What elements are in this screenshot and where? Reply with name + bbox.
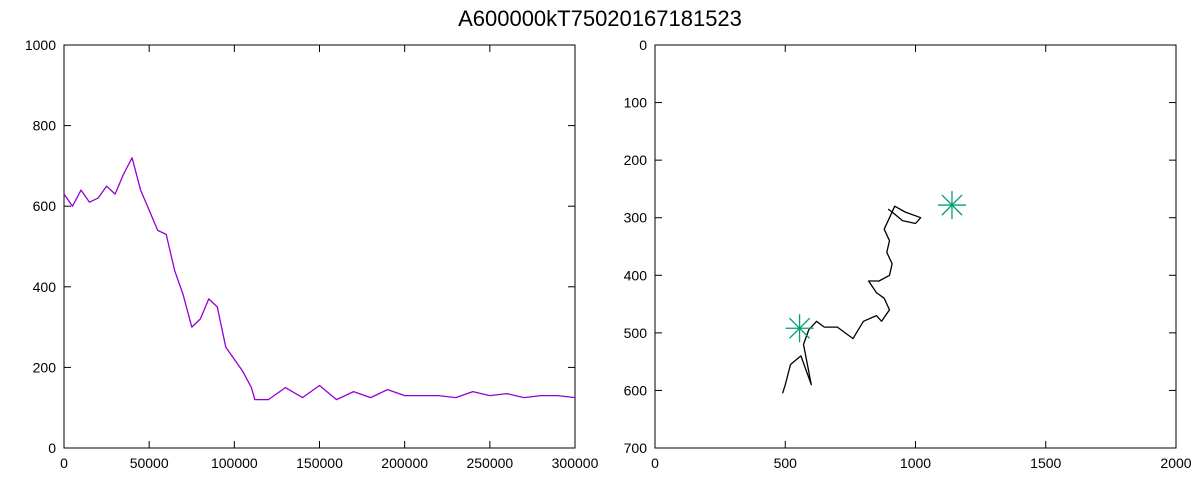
x-tick-label: 150000	[296, 455, 343, 471]
y-tick-label: 500	[624, 325, 648, 341]
plot-frame	[63, 44, 576, 449]
figure-title: A600000kT75020167181523	[458, 6, 742, 31]
x-tick-label: 0	[60, 455, 68, 471]
x-tick-label: 1500	[1030, 455, 1061, 471]
y-tick-label: 200	[33, 359, 57, 375]
series-line-0	[63, 157, 576, 401]
y-tick-label: 200	[624, 152, 648, 168]
x-tick-label: 50000	[130, 455, 169, 471]
x-tick-label: 0	[651, 455, 659, 471]
y-tick-label: 700	[624, 440, 648, 456]
asterisk-marker	[937, 191, 966, 220]
y-tick-label: 0	[48, 440, 56, 456]
chart-right-trajectory: 0 500 1000 1500 2000 0 100 200 300 400 500 600 700	[624, 37, 1192, 471]
y-tick-label: 600	[624, 382, 648, 398]
x-tick-label: 500	[774, 455, 798, 471]
x-tick-label: 300000	[552, 455, 599, 471]
y-tick-label: 1000	[25, 37, 56, 53]
y-tick-label: 300	[624, 210, 648, 226]
x-tick-label: 100000	[211, 455, 258, 471]
asterisk-marker	[785, 314, 814, 343]
x-tick-label: 2000	[1160, 455, 1191, 471]
chart-left-time-series: 0 50000 100000 150000 200000 250000 300000 0 200…	[25, 37, 599, 471]
y-tick-label: 600	[33, 198, 57, 214]
series-line-0	[781, 205, 922, 394]
y-tick-label: 100	[624, 95, 648, 111]
y-tick-label: 0	[639, 37, 647, 53]
plot-frame	[654, 44, 1177, 449]
asterisk-stroke	[941, 194, 963, 216]
asterisk-stroke	[789, 317, 811, 339]
y-tick-label: 400	[624, 267, 648, 283]
x-tick-label: 1000	[900, 455, 931, 471]
x-tick-label: 200000	[381, 455, 428, 471]
y-tick-label: 800	[33, 118, 57, 134]
x-tick-label: 250000	[466, 455, 513, 471]
y-tick-label: 400	[33, 279, 57, 295]
